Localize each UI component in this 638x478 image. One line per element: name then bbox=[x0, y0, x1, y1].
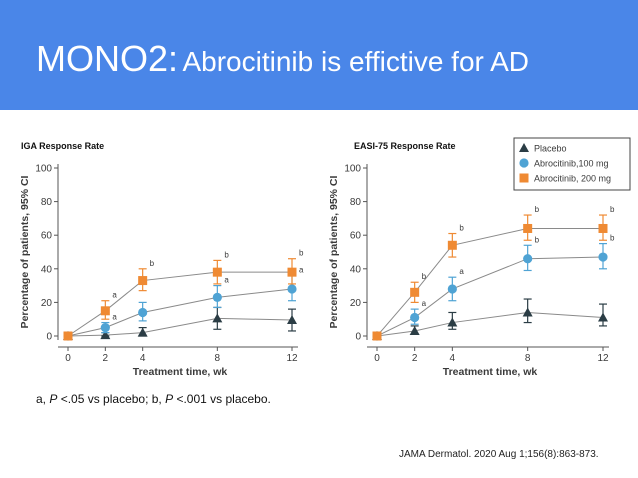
slide-title: MONO2: Abrocitinib is effictive for AD bbox=[36, 38, 529, 80]
data-point bbox=[522, 307, 533, 317]
y-tick-label: 0 bbox=[355, 332, 361, 343]
title-rest: Abrocitinib is effictive for AD bbox=[182, 46, 529, 77]
data-point bbox=[138, 307, 148, 318]
significance-label: b bbox=[610, 205, 615, 214]
legend-box bbox=[513, 137, 631, 191]
significance-label: b bbox=[610, 234, 615, 243]
data-point bbox=[372, 331, 382, 341]
citation: JAMA Dermatol. 2020 Aug 1;156(8):863-873… bbox=[399, 449, 599, 460]
footnote-p2: P bbox=[165, 392, 174, 406]
x-axis-label: Treatment time, wk bbox=[443, 366, 538, 378]
significance-label: b bbox=[535, 235, 540, 244]
x-tick-label: 2 bbox=[412, 353, 418, 364]
x-tick-label: 12 bbox=[286, 353, 298, 364]
x-tick-label: 4 bbox=[450, 353, 456, 364]
data-point bbox=[212, 292, 222, 302]
y-tick-label: 80 bbox=[41, 197, 53, 208]
legend-marker bbox=[519, 173, 529, 183]
y-tick-label: 80 bbox=[350, 197, 362, 208]
data-point bbox=[523, 254, 533, 264]
footnote-part3: <.001 vs placebo. bbox=[173, 392, 271, 406]
y-tick-label: 100 bbox=[35, 164, 52, 175]
significance-label: b bbox=[535, 205, 540, 214]
data-point bbox=[287, 284, 297, 294]
data-point bbox=[598, 312, 608, 322]
significance-label: a bbox=[224, 276, 229, 285]
data-point bbox=[523, 223, 533, 233]
significance-label: a bbox=[459, 267, 464, 276]
y-tick-label: 0 bbox=[46, 332, 52, 343]
data-point bbox=[63, 331, 73, 341]
y-tick-label: 20 bbox=[350, 298, 362, 309]
title-lead: MONO2: bbox=[36, 38, 179, 79]
significance-label: b bbox=[422, 272, 427, 281]
y-axis-label: Percentage of patients, 95% CI bbox=[19, 175, 31, 328]
y-tick-label: 40 bbox=[350, 264, 362, 275]
significance-label: a bbox=[422, 299, 427, 308]
significance-label: b bbox=[224, 250, 229, 259]
data-point bbox=[598, 252, 608, 262]
data-point bbox=[137, 327, 148, 337]
data-point bbox=[447, 317, 458, 327]
data-point bbox=[287, 315, 297, 325]
data-point bbox=[100, 323, 110, 333]
legend-marker bbox=[519, 143, 529, 152]
significance-footnote: a, P <.05 vs placebo; b, P <.001 vs plac… bbox=[36, 392, 271, 406]
y-tick-label: 60 bbox=[41, 231, 53, 242]
significance-label: a bbox=[112, 291, 117, 300]
chart-title: IGA Response Rate bbox=[21, 141, 104, 151]
data-point bbox=[100, 306, 110, 316]
chart-iga: IGA Response Rate 0 20 40 60 80 100 0 2 4 8 12 Treat… bbox=[18, 141, 328, 380]
data-point bbox=[447, 284, 457, 294]
chart-background bbox=[18, 142, 328, 380]
x-tick-label: 4 bbox=[140, 353, 146, 364]
significance-label: a bbox=[112, 313, 117, 322]
footnote-p1: P bbox=[49, 392, 58, 406]
footnote-part1: a, bbox=[36, 392, 50, 406]
legend-label: Abrocitinib, 200 mg bbox=[534, 174, 611, 184]
y-tick-label: 100 bbox=[344, 164, 361, 175]
y-tick-label: 60 bbox=[350, 231, 362, 242]
x-tick-label: 12 bbox=[597, 353, 609, 364]
data-point bbox=[598, 223, 608, 233]
data-point bbox=[410, 312, 420, 323]
significance-label: b bbox=[459, 224, 464, 233]
data-point bbox=[447, 240, 457, 250]
legend-label: Placebo bbox=[534, 144, 567, 154]
x-tick-label: 2 bbox=[103, 353, 109, 364]
legend-label: Abrocitinib,100 mg bbox=[534, 159, 609, 169]
data-point bbox=[409, 325, 420, 335]
x-tick-label: 8 bbox=[525, 353, 531, 364]
data-point bbox=[287, 267, 297, 277]
data-point bbox=[410, 287, 420, 297]
title-banner bbox=[0, 0, 638, 110]
data-point bbox=[212, 267, 222, 277]
y-axis-label: Percentage of patients, 95% CI bbox=[328, 175, 340, 328]
y-tick-label: 40 bbox=[41, 264, 53, 275]
data-point bbox=[212, 313, 223, 323]
significance-label: b bbox=[150, 259, 155, 268]
legend: Placebo Abrocitinib,100 mg Abrocitinib, 20… bbox=[513, 137, 631, 191]
x-axis-label: Treatment time, wk bbox=[133, 366, 228, 378]
x-tick-label: 8 bbox=[215, 353, 221, 364]
legend-marker bbox=[519, 158, 529, 168]
footnote-part2: <.05 vs placebo; b, bbox=[57, 392, 166, 406]
significance-label: b bbox=[299, 249, 304, 258]
data-point bbox=[100, 330, 111, 340]
x-tick-label: 0 bbox=[374, 353, 380, 364]
x-tick-label: 0 bbox=[65, 353, 71, 364]
data-point bbox=[138, 276, 148, 286]
chart-title: EASI-75 Response Rate bbox=[354, 141, 456, 151]
significance-label: a bbox=[299, 266, 304, 275]
y-tick-label: 20 bbox=[41, 298, 53, 309]
